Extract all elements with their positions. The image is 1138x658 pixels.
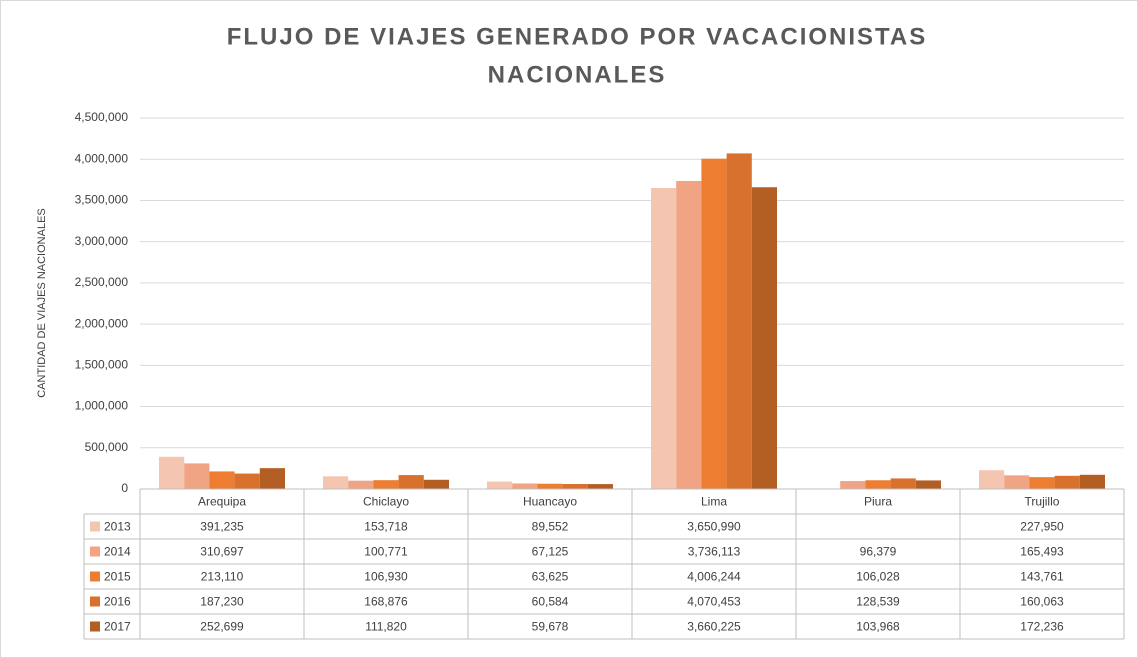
legend-label: 2014	[104, 545, 131, 559]
bar	[184, 463, 210, 489]
bar	[209, 471, 235, 489]
y-tick-label: 1,500,000	[75, 358, 129, 372]
x-tick-label: Piura	[864, 495, 892, 509]
bar	[373, 480, 399, 489]
bar	[562, 484, 588, 489]
x-tick-label: Chiclayo	[363, 495, 409, 509]
table-value: 143,761	[1020, 570, 1064, 584]
bar	[1079, 474, 1105, 489]
table-value: 3,650,990	[687, 520, 741, 534]
y-tick-label: 1,000,000	[75, 399, 129, 413]
bar	[234, 473, 260, 489]
y-tick-label: 4,500,000	[75, 110, 129, 124]
bar	[259, 468, 285, 489]
bar	[1054, 475, 1080, 489]
table-value: 4,006,244	[687, 570, 741, 584]
table-value: 165,493	[1020, 545, 1064, 559]
bar	[751, 187, 777, 489]
y-tick-label: 3,500,000	[75, 193, 129, 207]
legend-label: 2013	[104, 520, 131, 534]
table-value: 4,070,453	[687, 595, 741, 609]
table-value: 168,876	[364, 595, 408, 609]
legend-label: 2015	[104, 570, 131, 584]
table-value: 60,584	[532, 595, 569, 609]
bar	[159, 456, 185, 489]
y-tick-label: 0	[121, 481, 128, 495]
legend-label: 2016	[104, 595, 131, 609]
table-value: 172,236	[1020, 620, 1064, 634]
y-axis-label: CANTIDAD DE VIAJES NACIONALES	[36, 208, 48, 398]
table-value: 213,110	[201, 570, 244, 584]
table-value: 96,379	[860, 545, 897, 559]
table-value: 59,678	[532, 620, 569, 634]
legend-swatch	[90, 521, 100, 532]
legend-label: 2017	[104, 620, 131, 634]
x-tick-label: Trujillo	[1025, 495, 1060, 509]
table-value: 391,235	[200, 520, 244, 534]
legend-swatch	[90, 546, 100, 557]
y-tick-label: 2,500,000	[75, 275, 129, 289]
bar	[537, 483, 563, 489]
x-tick-label: Huancayo	[523, 495, 577, 509]
bar	[840, 481, 866, 489]
table-value: 111,820	[365, 620, 407, 634]
y-tick-label: 3,000,000	[75, 234, 129, 248]
table-value: 160,063	[1020, 595, 1064, 609]
table-value: 227,950	[1020, 520, 1064, 534]
bar	[487, 481, 513, 489]
y-tick-label: 500,000	[85, 440, 129, 454]
bar	[651, 187, 677, 489]
bar	[323, 476, 349, 489]
table-value: 187,230	[200, 595, 244, 609]
table-value: 106,028	[856, 570, 900, 584]
bar	[701, 158, 727, 489]
table-value: 153,718	[364, 520, 408, 534]
bar	[865, 480, 891, 489]
table-value: 310,697	[200, 545, 244, 559]
table-value: 128,539	[856, 595, 900, 609]
table-value: 67,125	[532, 545, 569, 559]
table-value: 252,699	[200, 620, 244, 634]
table-value: 89,552	[532, 520, 569, 534]
x-tick-label: Arequipa	[198, 495, 246, 509]
bar	[348, 480, 374, 489]
table-value: 3,736,113	[688, 545, 741, 559]
legend-swatch	[90, 621, 100, 632]
table-value: 103,968	[856, 620, 900, 634]
table-value: 63,625	[532, 570, 569, 584]
bar	[676, 180, 702, 489]
bar	[423, 479, 449, 489]
table-value: 100,771	[364, 545, 408, 559]
table-value: 106,930	[364, 570, 408, 584]
legend-swatch	[90, 571, 100, 582]
y-tick-label: 2,000,000	[75, 316, 129, 330]
chart-title-line2: NACIONALES	[488, 61, 667, 88]
bar	[398, 475, 424, 489]
bar	[915, 480, 941, 489]
bar	[587, 484, 613, 489]
table-value: 3,660,225	[687, 620, 741, 634]
bar	[726, 153, 752, 489]
bar	[979, 470, 1005, 489]
bar	[1029, 477, 1055, 489]
x-tick-label: Lima	[701, 495, 727, 509]
chart-title: FLUJO DE VIAJES GENERADO POR VACACIONIST…	[227, 23, 928, 50]
y-tick-label: 4,000,000	[75, 151, 129, 165]
bar	[1004, 475, 1030, 489]
bar	[512, 483, 538, 489]
legend-swatch	[90, 596, 100, 607]
bar	[890, 478, 916, 489]
